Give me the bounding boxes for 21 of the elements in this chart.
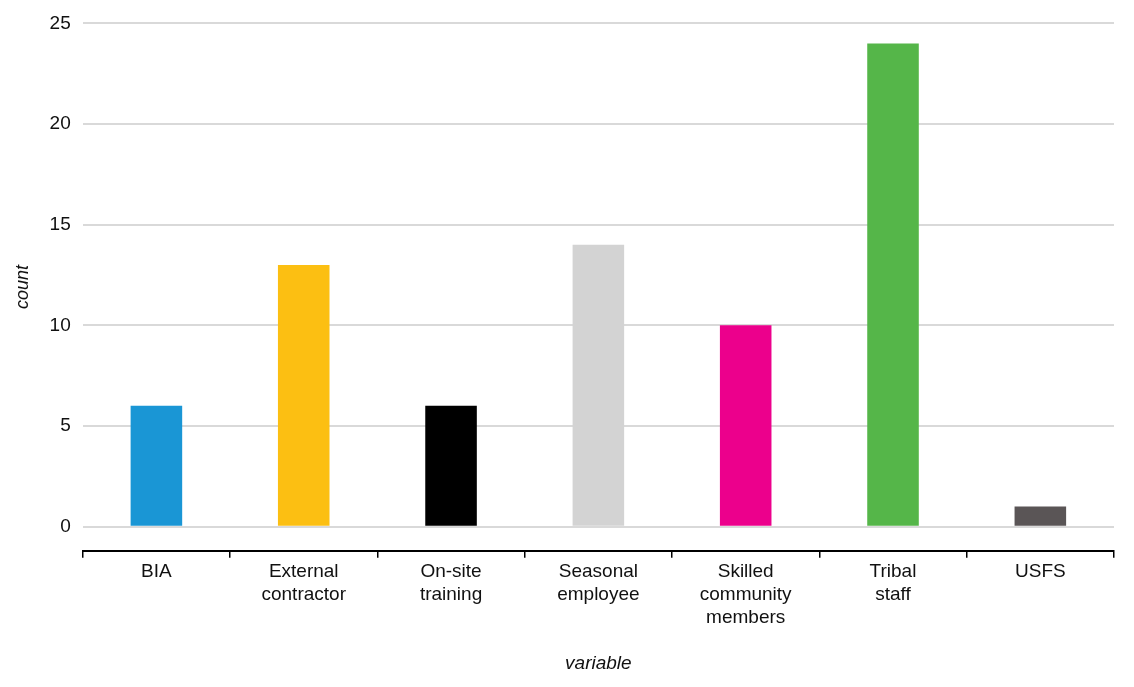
x-tick-label: Tribal staff	[869, 560, 917, 605]
x-axis-title: variable	[565, 651, 632, 673]
x-tick-label: USFS	[1014, 560, 1066, 582]
y-tick-label: 15	[49, 212, 71, 234]
y-tick-label: 5	[60, 414, 71, 436]
y-axis-title: count	[11, 264, 32, 310]
x-tick-label: Seasonal employee	[557, 560, 640, 605]
bar	[1014, 506, 1067, 526]
bar	[867, 43, 919, 526]
bar	[277, 264, 330, 526]
y-tick-label: 25	[49, 11, 71, 33]
bar	[130, 405, 183, 526]
y-tick-label: 0	[60, 514, 71, 536]
x-tick-label: External contractor	[261, 560, 347, 605]
y-tick-label: 10	[49, 313, 71, 335]
x-tick-label: Skilled community members	[699, 560, 793, 628]
bar	[425, 405, 477, 526]
y-tick-label: 20	[49, 112, 71, 134]
bar	[719, 325, 772, 526]
x-tick-label: On-site training	[419, 560, 483, 605]
x-tick-label: BIA	[141, 560, 173, 582]
